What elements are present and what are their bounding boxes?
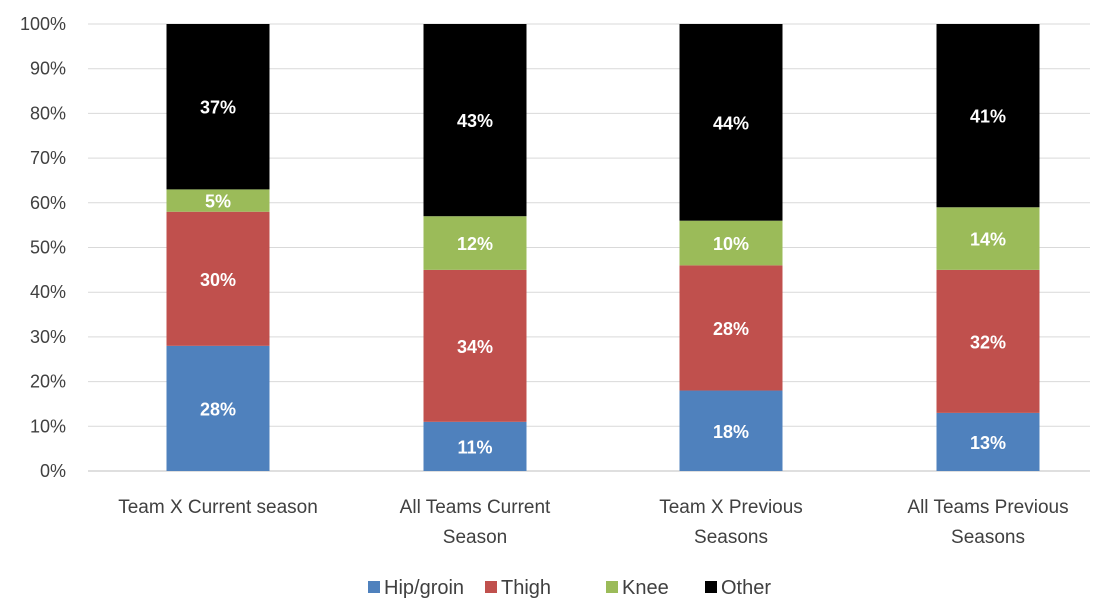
x-category-label: Team X Current season bbox=[118, 497, 318, 518]
y-tick-label: 10% bbox=[30, 416, 66, 436]
x-category-label: Seasons bbox=[694, 527, 768, 548]
x-category-label: Team X Previous bbox=[659, 497, 803, 518]
x-category-label: Season bbox=[443, 527, 507, 548]
y-tick-label: 0% bbox=[40, 461, 66, 481]
bar-segment-other bbox=[423, 24, 527, 217]
legend-swatch bbox=[606, 581, 618, 593]
bars bbox=[166, 24, 1040, 471]
legend-swatch bbox=[368, 581, 380, 593]
legend-label: Other bbox=[721, 577, 771, 599]
bar-segment-other bbox=[679, 24, 783, 221]
data-label: 44% bbox=[713, 113, 749, 133]
bar-segment-hip-groin bbox=[936, 412, 1040, 471]
bar-segment-thigh bbox=[423, 269, 527, 422]
x-category-label: Seasons bbox=[951, 527, 1025, 548]
y-tick-label: 30% bbox=[30, 327, 66, 347]
y-tick-label: 40% bbox=[30, 282, 66, 302]
data-label: 5% bbox=[205, 192, 231, 212]
y-tick-label: 90% bbox=[30, 59, 66, 79]
legend: Hip/groin Thigh Knee Other bbox=[368, 577, 771, 599]
y-tick-label: 70% bbox=[30, 148, 66, 168]
data-label: 14% bbox=[970, 230, 1006, 250]
legend-label: Thigh bbox=[501, 577, 551, 599]
bar-segment-other bbox=[936, 24, 1040, 208]
data-label: 28% bbox=[713, 319, 749, 339]
legend-label: Knee bbox=[622, 577, 669, 599]
data-label: 34% bbox=[457, 337, 493, 357]
bar-segment-thigh bbox=[936, 269, 1040, 413]
bar-segment-knee bbox=[679, 220, 783, 266]
y-tick-label: 20% bbox=[30, 372, 66, 392]
data-label: 10% bbox=[713, 234, 749, 254]
data-label: 12% bbox=[457, 234, 493, 254]
data-label: 13% bbox=[970, 433, 1006, 453]
bar-segment-knee bbox=[423, 216, 527, 270]
x-category-label: All Teams Current bbox=[400, 497, 551, 518]
y-axis-ticks: 0% 10% 20% 30% 40% 50% 60% 70% 80% 90% 100% bbox=[20, 14, 66, 481]
y-tick-label: 80% bbox=[30, 103, 66, 123]
bar-segment-thigh bbox=[679, 265, 783, 391]
legend-label: Hip/groin bbox=[384, 577, 464, 599]
bar-segment-knee bbox=[166, 189, 270, 212]
legend-swatch bbox=[485, 581, 497, 593]
data-label: 18% bbox=[713, 422, 749, 442]
legend-swatch bbox=[705, 581, 717, 593]
data-label: 43% bbox=[457, 111, 493, 131]
data-label: 28% bbox=[200, 399, 236, 419]
data-label: 41% bbox=[970, 107, 1006, 127]
y-tick-label: 60% bbox=[30, 193, 66, 213]
bar-segment-hip-groin bbox=[423, 421, 527, 471]
data-label: 37% bbox=[200, 98, 236, 118]
data-label: 32% bbox=[970, 332, 1006, 352]
bar-segment-thigh bbox=[166, 211, 270, 346]
x-category-label: All Teams Previous bbox=[907, 497, 1068, 518]
data-label: 11% bbox=[457, 437, 492, 457]
bar-segment-knee bbox=[936, 207, 1040, 270]
data-label: 30% bbox=[200, 270, 236, 290]
bar-segment-hip-groin bbox=[166, 345, 270, 471]
bar-segment-hip-groin bbox=[679, 390, 783, 471]
y-tick-label: 50% bbox=[30, 238, 66, 258]
y-tick-label: 100% bbox=[20, 14, 66, 34]
x-axis-categories: Team X Current season All Teams Current Se… bbox=[118, 497, 1068, 548]
bar-segment-other bbox=[166, 24, 270, 190]
data-labels: 28% 30% 5% 37% 11% 34% 12% 43% 18% 28% 10% 44% 13% 32… bbox=[200, 98, 1006, 458]
